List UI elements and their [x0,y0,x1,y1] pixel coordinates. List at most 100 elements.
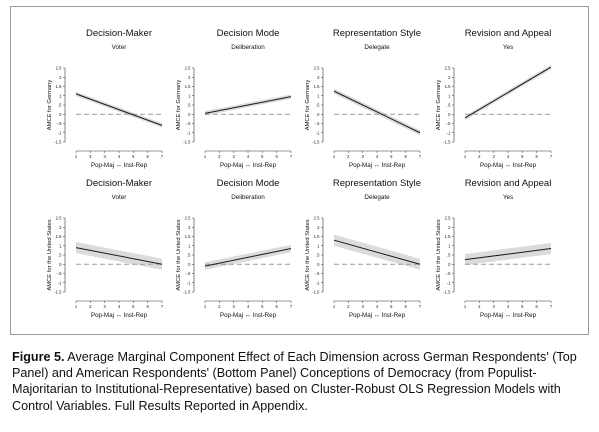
panel-8-title: Revision and Appeal [465,178,552,189]
panel-7-x-tick-label: 3 [361,304,364,309]
panel-3-estimate-line [333,90,421,134]
panel-2-x-tick-label: 6 [275,154,278,159]
panel-4-y-tick-label: 1.5 [445,84,451,89]
panel-8-x-tick-label: 1 [464,304,467,309]
panel-8-estimate-line [464,248,552,261]
panel-2-y-tick-label: -1.5 [183,140,191,145]
panel-5-estimate-line [75,247,163,265]
panel-7-y-tick-label: .5 [316,253,320,258]
panel-2-y-tick-label: .5 [187,103,191,108]
panel-8-y-tick-label: -.5 [446,271,452,276]
panel-3-x-tick-label: 2 [347,154,350,159]
panel-5-y-tick-label: 1 [59,243,62,248]
panel-1-subtitle: Voter [112,44,127,51]
panel-2-x-tick-label: 4 [247,154,250,159]
panel-7-x-tick-label: 2 [347,304,350,309]
panel-5-y-tick-label: .5 [58,253,62,258]
panel-5-y-tick-label: 0 [59,262,62,267]
panel-6-y-tick-label: -.5 [186,271,192,276]
panel-2-x-tick-label: 7 [290,154,293,159]
panel-4-y-tick-label: -1.5 [443,140,451,145]
panel-1-y-tick-label: 0 [59,112,62,117]
panel-6-x-axis-label: Pop-Maj ↔ Inst-Rep [220,312,277,319]
panel-5-y-tick-label: -1.5 [54,290,62,295]
panel-1-x-axis-label: Pop-Maj ↔ Inst-Rep [91,162,148,169]
panel-2-title: Decision Mode [217,28,280,39]
panel-4-x-tick-label: 7 [550,154,553,159]
panel-5-x-tick-label: 7 [161,304,164,309]
panel-5-subtitle: Voter [112,194,127,201]
panel-8-x-tick-label: 7 [550,304,553,309]
panel-6-x-tick-label: 7 [290,304,293,309]
panel-7-y-tick-label: 2 [317,225,320,230]
panel-1-y-tick-label: -1.5 [54,140,62,145]
panel-5-title: Decision-Maker [86,178,152,189]
panel-5-x-tick-label: 5 [132,304,135,309]
panel-7-x-tick-label: 6 [404,304,407,309]
panel-4-title: Revision and Appeal [465,28,552,39]
panel-7-y-tick-label: 1.5 [314,234,320,239]
panel-3-x-tick-label: 5 [390,154,393,159]
panel-3-y-tick-label: 1.5 [314,84,320,89]
panel-6-x-tick-label: 1 [204,304,207,309]
panel-3-y-tick-label: 2.5 [314,66,320,71]
panel-6-x-tick-label: 4 [247,304,250,309]
panel-4-y-tick-label: -.5 [446,121,452,126]
panel-1-title: Decision-Maker [86,28,152,39]
panel-2-x-tick-label: 3 [232,154,235,159]
panel-1-x-tick-label: 2 [89,154,92,159]
panel-2-y-tick-label: 0 [188,112,191,117]
panel-1-y-axis-label: AMCE for Germany [47,80,53,131]
panel-2-y-tick-label: -1 [187,130,191,135]
panel-3-title: Representation Style [333,28,421,39]
panel-7-y-tick-label: -1 [316,280,320,285]
panel-7-estimate-line [333,239,421,265]
panel-5-x-tick-label: 2 [89,304,92,309]
panel-7-y-axis-label: AMCE for the United States [305,219,311,290]
panel-5-x-tick-label: 3 [103,304,106,309]
panel-2-x-tick-label: 2 [218,154,221,159]
panel-6-estimate-line [204,248,292,267]
panel-7-x-tick-label: 4 [376,304,379,309]
panel-1-y-tick-label: -1 [58,130,62,135]
panel-4-y-tick-label: 2 [448,75,451,80]
panel-8-y-tick-label: -1 [447,280,451,285]
panel-2-x-axis-label: Pop-Maj ↔ Inst-Rep [220,162,277,169]
panel-8-x-axis-label: Pop-Maj ↔ Inst-Rep [480,312,537,319]
panel-2-x-tick-label: 5 [261,154,264,159]
panel-7-x-axis-label: Pop-Maj ↔ Inst-Rep [349,312,406,319]
panel-8-y-tick-label: 2 [448,225,451,230]
panel-2-estimate-line [204,96,292,114]
panel-8-x-tick-label: 5 [521,304,524,309]
figure-chart-grid: Decision-MakerVoter2.521.51.50-.5-1-1.51… [47,28,553,319]
panel-6-y-tick-label: -1 [187,280,191,285]
panel-6-y-tick-label: 1.5 [185,234,191,239]
panel-8-y-tick-label: 1.5 [445,234,451,239]
panel-3-y-tick-label: 1 [317,93,320,98]
panel-3-y-axis-label: AMCE for Germany [305,80,311,131]
panel-8-y-axis-label: AMCE for the United States [436,219,442,290]
panel-1-y-tick-label: -.5 [57,121,63,126]
panel-8-x-tick-label: 2 [478,304,481,309]
panel-1-x-tick-label: 5 [132,154,135,159]
panel-7-x-tick-label: 1 [333,304,336,309]
panel-7-subtitle: Delegate [364,194,390,201]
panel-4-y-tick-label: 1 [448,93,451,98]
panel-1-y-tick-label: 2 [59,75,62,80]
panel-3-y-tick-label: -1 [316,130,320,135]
panel-3-y-tick-label: -.5 [315,121,321,126]
panel-1-x-tick-label: 6 [146,154,149,159]
panel-6-x-tick-label: 5 [261,304,264,309]
panel-2-y-tick-label: 1.5 [185,84,191,89]
panel-6-y-tick-label: 2 [188,225,191,230]
panel-4-y-tick-label: 0 [448,112,451,117]
panel-8-x-tick-label: 3 [492,304,495,309]
panel-5-x-tick-label: 6 [146,304,149,309]
panel-8-y-tick-label: 2.5 [445,216,451,221]
panel-8-subtitle: Yes [503,194,513,201]
panel-8-y-tick-label: .5 [447,253,451,258]
panel-5-y-tick-label: -1 [58,280,62,285]
panel-4-y-tick-label: -1 [447,130,451,135]
panel-6-y-tick-label: 1 [188,243,191,248]
panel-7-x-tick-label: 5 [390,304,393,309]
